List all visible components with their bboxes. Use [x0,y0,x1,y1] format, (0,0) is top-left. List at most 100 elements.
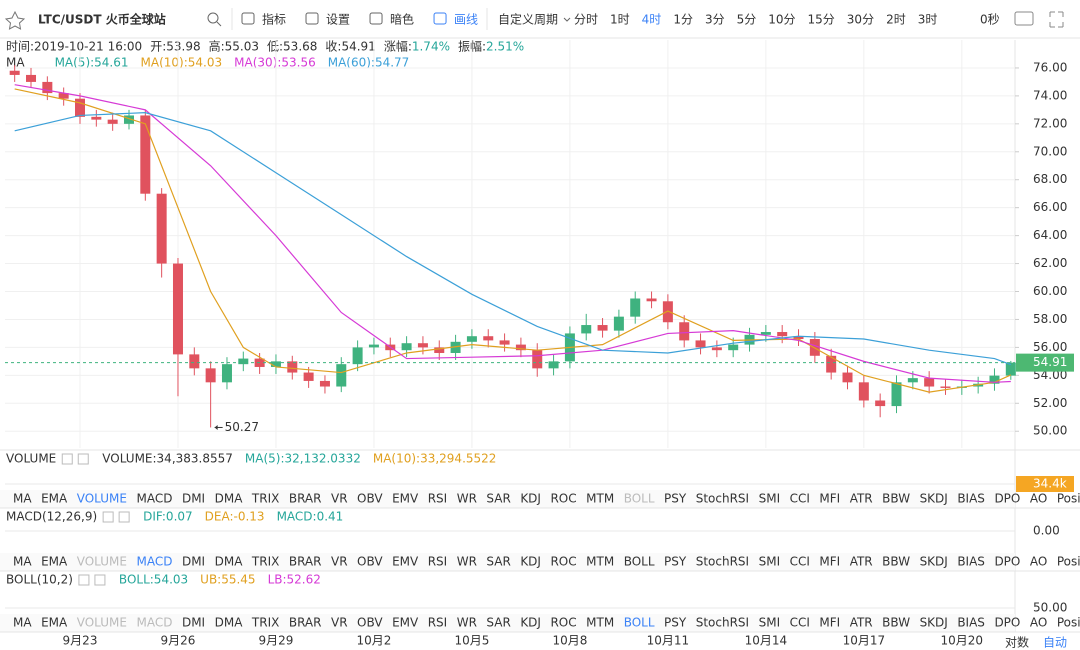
indicator-tab[interactable]: ATR [850,616,873,630]
indicator-tab[interactable]: WR [457,492,477,506]
indicator-tab[interactable]: CCI [790,492,810,506]
indicator-tab[interactable]: StochRSI [696,616,749,630]
indicator-tab[interactable]: StochRSI [696,555,749,569]
indicator-tab[interactable]: RSI [428,492,448,506]
indicator-tab[interactable]: RSI [428,555,448,569]
indicator-tab[interactable]: KDJ [520,616,541,630]
period[interactable]: 1分 [673,13,693,27]
indicator-tab[interactable]: MACD [136,555,172,569]
period[interactable]: 15分 [808,13,835,27]
indicator-tab[interactable]: WR [457,616,477,630]
indicator-tab[interactable]: MA [13,616,32,630]
indicator-tab[interactable]: VR [331,555,348,569]
indicator-tab[interactable]: BBW [882,616,910,630]
indicator-tab[interactable]: VOLUME [77,616,127,630]
indicator-tab[interactable]: ROC [550,492,576,506]
panel-settings[interactable] [61,453,73,465]
indicator-tab[interactable]: SAR [486,492,510,506]
indicator-tab[interactable]: EMV [392,555,419,569]
indicator-tab[interactable]: PSY [664,616,687,630]
indicator-tab[interactable]: SKDJ [920,616,948,630]
panel-settings[interactable] [78,574,90,586]
indicator-tab[interactable]: KDJ [520,555,541,569]
indicator-tab[interactable]: MACD [136,616,172,630]
period[interactable]: 分时 [574,13,598,27]
star-icon[interactable] [4,10,26,30]
period[interactable]: 5分 [737,13,757,27]
indicator-tab[interactable]: MFI [819,555,840,569]
indicator-tab[interactable]: TRIX [251,616,279,630]
indicator-tab[interactable]: DMA [215,555,244,569]
indicator-tab[interactable]: MTM [586,555,614,569]
indicator-tab[interactable]: MTM [586,616,614,630]
indicator-tab[interactable]: ATR [850,492,873,506]
indicator-tab[interactable]: OBV [357,616,383,630]
indicator-tab[interactable]: DMA [215,492,244,506]
symbol[interactable]: LTC/USDT 火币全球站 [38,12,166,27]
indicator-tab[interactable]: BBW [882,555,910,569]
indicator-tab[interactable]: VR [331,616,348,630]
period[interactable]: 3分 [705,13,725,27]
indicator-tab[interactable]: Position [1057,616,1080,630]
indicator-tab[interactable]: DMI [182,555,205,569]
indicator-tab[interactable]: MFI [819,492,840,506]
panel-settings[interactable] [102,511,114,523]
indicator-tab[interactable]: MACD [136,492,172,506]
indicator-tab[interactable]: SMI [759,555,781,569]
indicator-tab[interactable]: DMI [182,492,205,506]
indicator-tab[interactable]: BOLL [624,555,655,569]
indicator-tab[interactable]: EMV [392,492,419,506]
indicator-tab[interactable]: BIAS [957,616,985,630]
indicator-tab[interactable]: BIAS [957,492,985,506]
indicator-tab[interactable]: SKDJ [920,555,948,569]
indicator-tab[interactable]: DPO [994,555,1020,569]
indicator-tab[interactable]: DPO [994,492,1020,506]
indicator-tab[interactable]: SMI [759,616,781,630]
indicator-tab[interactable]: SMI [759,492,781,506]
indicator-tab[interactable]: CCI [790,555,810,569]
indicator-tab[interactable]: PSY [664,492,687,506]
indicator-tab[interactable]: BBW [882,492,910,506]
toolbar-button[interactable]: 暗色 [390,12,414,27]
period[interactable]: 30分 [847,13,874,27]
indicator-tab[interactable]: TRIX [251,492,279,506]
indicator-tab[interactable]: ROC [550,616,576,630]
indicator-tab[interactable]: KDJ [520,492,541,506]
camera-icon[interactable] [1014,11,1034,26]
period[interactable]: 4时 [642,13,662,27]
period[interactable]: 3时 [918,13,938,27]
toolbar-button[interactable]: 画线 [454,13,478,27]
log-toggle[interactable]: 对数 [1005,635,1029,650]
period[interactable]: 1时 [610,13,630,27]
indicator-tab[interactable]: BRAR [289,616,322,630]
indicator-tab[interactable]: RSI [428,616,448,630]
indicator-tab[interactable]: Position [1057,492,1080,506]
indicator-tab[interactable]: SKDJ [920,492,948,506]
panel-close[interactable] [94,574,106,586]
indicator-tab[interactable]: AO [1030,492,1047,506]
indicator-tab[interactable]: DMA [215,616,244,630]
indicator-tab[interactable]: CCI [790,616,810,630]
period[interactable]: 2时 [886,13,906,27]
period-menu[interactable]: 自定义周期 [498,12,558,27]
toolbar-button[interactable]: 指标 [262,12,286,27]
indicator-tab[interactable]: OBV [357,555,383,569]
panel-close[interactable] [77,453,89,465]
indicator-tab[interactable]: MA [13,492,32,506]
indicator-tab[interactable]: MA [13,555,32,569]
indicator-tab[interactable]: BOLL [624,492,655,506]
indicator-tab[interactable]: MFI [819,616,840,630]
search-icon[interactable] [207,12,219,24]
indicator-tab[interactable]: DMI [182,616,205,630]
indicator-tab[interactable]: EMA [41,492,68,506]
indicator-tab[interactable]: MTM [586,492,614,506]
indicator-tab[interactable]: BOLL [624,616,655,630]
indicator-tab[interactable]: PSY [664,555,687,569]
indicator-tab[interactable]: EMA [41,616,68,630]
indicator-tab[interactable]: BRAR [289,555,322,569]
indicator-tab[interactable]: Position [1057,555,1080,569]
period[interactable]: 10分 [768,13,795,27]
toolbar-button[interactable]: 设置 [326,13,350,27]
indicator-tab[interactable]: SAR [486,616,510,630]
indicator-tab[interactable]: AO [1030,616,1047,630]
